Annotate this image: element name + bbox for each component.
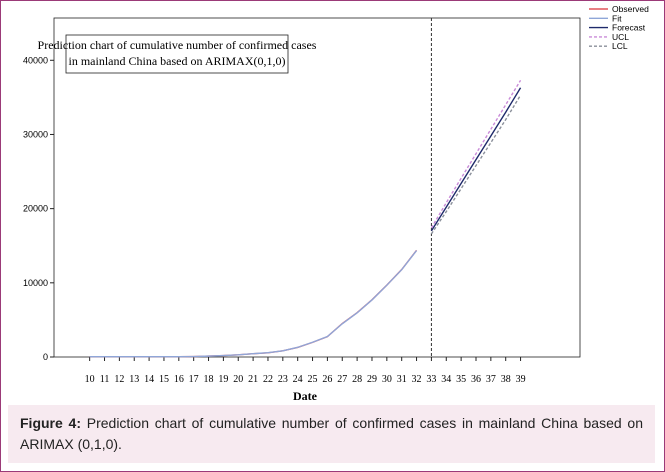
y-tick-label: 20000 bbox=[23, 204, 48, 214]
x-tick-label: 29 bbox=[367, 374, 377, 385]
x-axis-label: Date bbox=[293, 389, 318, 403]
x-tick-label: 18 bbox=[204, 374, 214, 385]
legend-label: UCL bbox=[612, 32, 629, 42]
x-tick-label: 36 bbox=[471, 374, 481, 385]
x-tick-label: 25 bbox=[308, 374, 318, 385]
x-tick-label: 20 bbox=[233, 374, 243, 385]
x-tick-label: 10 bbox=[85, 374, 95, 385]
x-tick-label: 38 bbox=[501, 374, 511, 385]
legend-label: Observed bbox=[612, 4, 649, 14]
plot-area bbox=[53, 17, 581, 358]
chart-title: in mainland China based on ARIMAX(0,1,0) bbox=[69, 54, 286, 68]
legend-label: LCL bbox=[612, 41, 628, 51]
x-tick-label: 19 bbox=[218, 374, 228, 385]
y-tick-label: 10000 bbox=[23, 278, 48, 288]
x-tick-label: 11 bbox=[100, 374, 110, 385]
x-tick-label: 39 bbox=[516, 374, 526, 385]
caption-label: Figure 4: bbox=[20, 415, 81, 431]
x-tick-label: 34 bbox=[441, 374, 451, 385]
y-tick-label: 30000 bbox=[23, 129, 48, 139]
x-tick-label: 12 bbox=[114, 374, 124, 385]
x-tick-label: 35 bbox=[456, 374, 466, 385]
series-line bbox=[89, 250, 418, 358]
x-tick-label: 32 bbox=[412, 374, 422, 385]
x-tick-label: 37 bbox=[486, 374, 496, 385]
series-line bbox=[430, 79, 522, 229]
caption-text: Prediction chart of cumulative number of… bbox=[20, 415, 643, 452]
series-line bbox=[430, 87, 522, 232]
legend-label: Fit bbox=[612, 13, 622, 23]
x-tick-label: 24 bbox=[293, 374, 303, 385]
x-tick-label: 33 bbox=[426, 374, 436, 385]
x-tick-label: 28 bbox=[352, 374, 362, 385]
series-line bbox=[430, 94, 522, 235]
x-tick-label: 30 bbox=[382, 374, 392, 385]
caption: Figure 4: Prediction chart of cumulative… bbox=[8, 405, 655, 463]
y-tick-label: 0 bbox=[43, 352, 48, 362]
x-tick-label: 21 bbox=[248, 374, 258, 385]
x-tick-label: 15 bbox=[159, 374, 169, 385]
legend-label: Forecast bbox=[612, 23, 646, 33]
x-tick-label: 13 bbox=[129, 374, 139, 385]
x-tick-label: 26 bbox=[322, 374, 332, 385]
x-tick-label: 22 bbox=[263, 374, 273, 385]
y-tick-label: 40000 bbox=[23, 55, 48, 65]
x-tick-label: 27 bbox=[337, 374, 347, 385]
x-tick-label: 14 bbox=[144, 374, 154, 385]
x-tick-label: 31 bbox=[397, 374, 407, 385]
title-box bbox=[65, 34, 289, 74]
chart-title: Prediction chart of cumulative number of… bbox=[38, 38, 317, 52]
x-tick-label: 23 bbox=[278, 374, 288, 385]
x-tick-label: 16 bbox=[174, 374, 184, 385]
x-tick-label: 17 bbox=[189, 374, 199, 385]
